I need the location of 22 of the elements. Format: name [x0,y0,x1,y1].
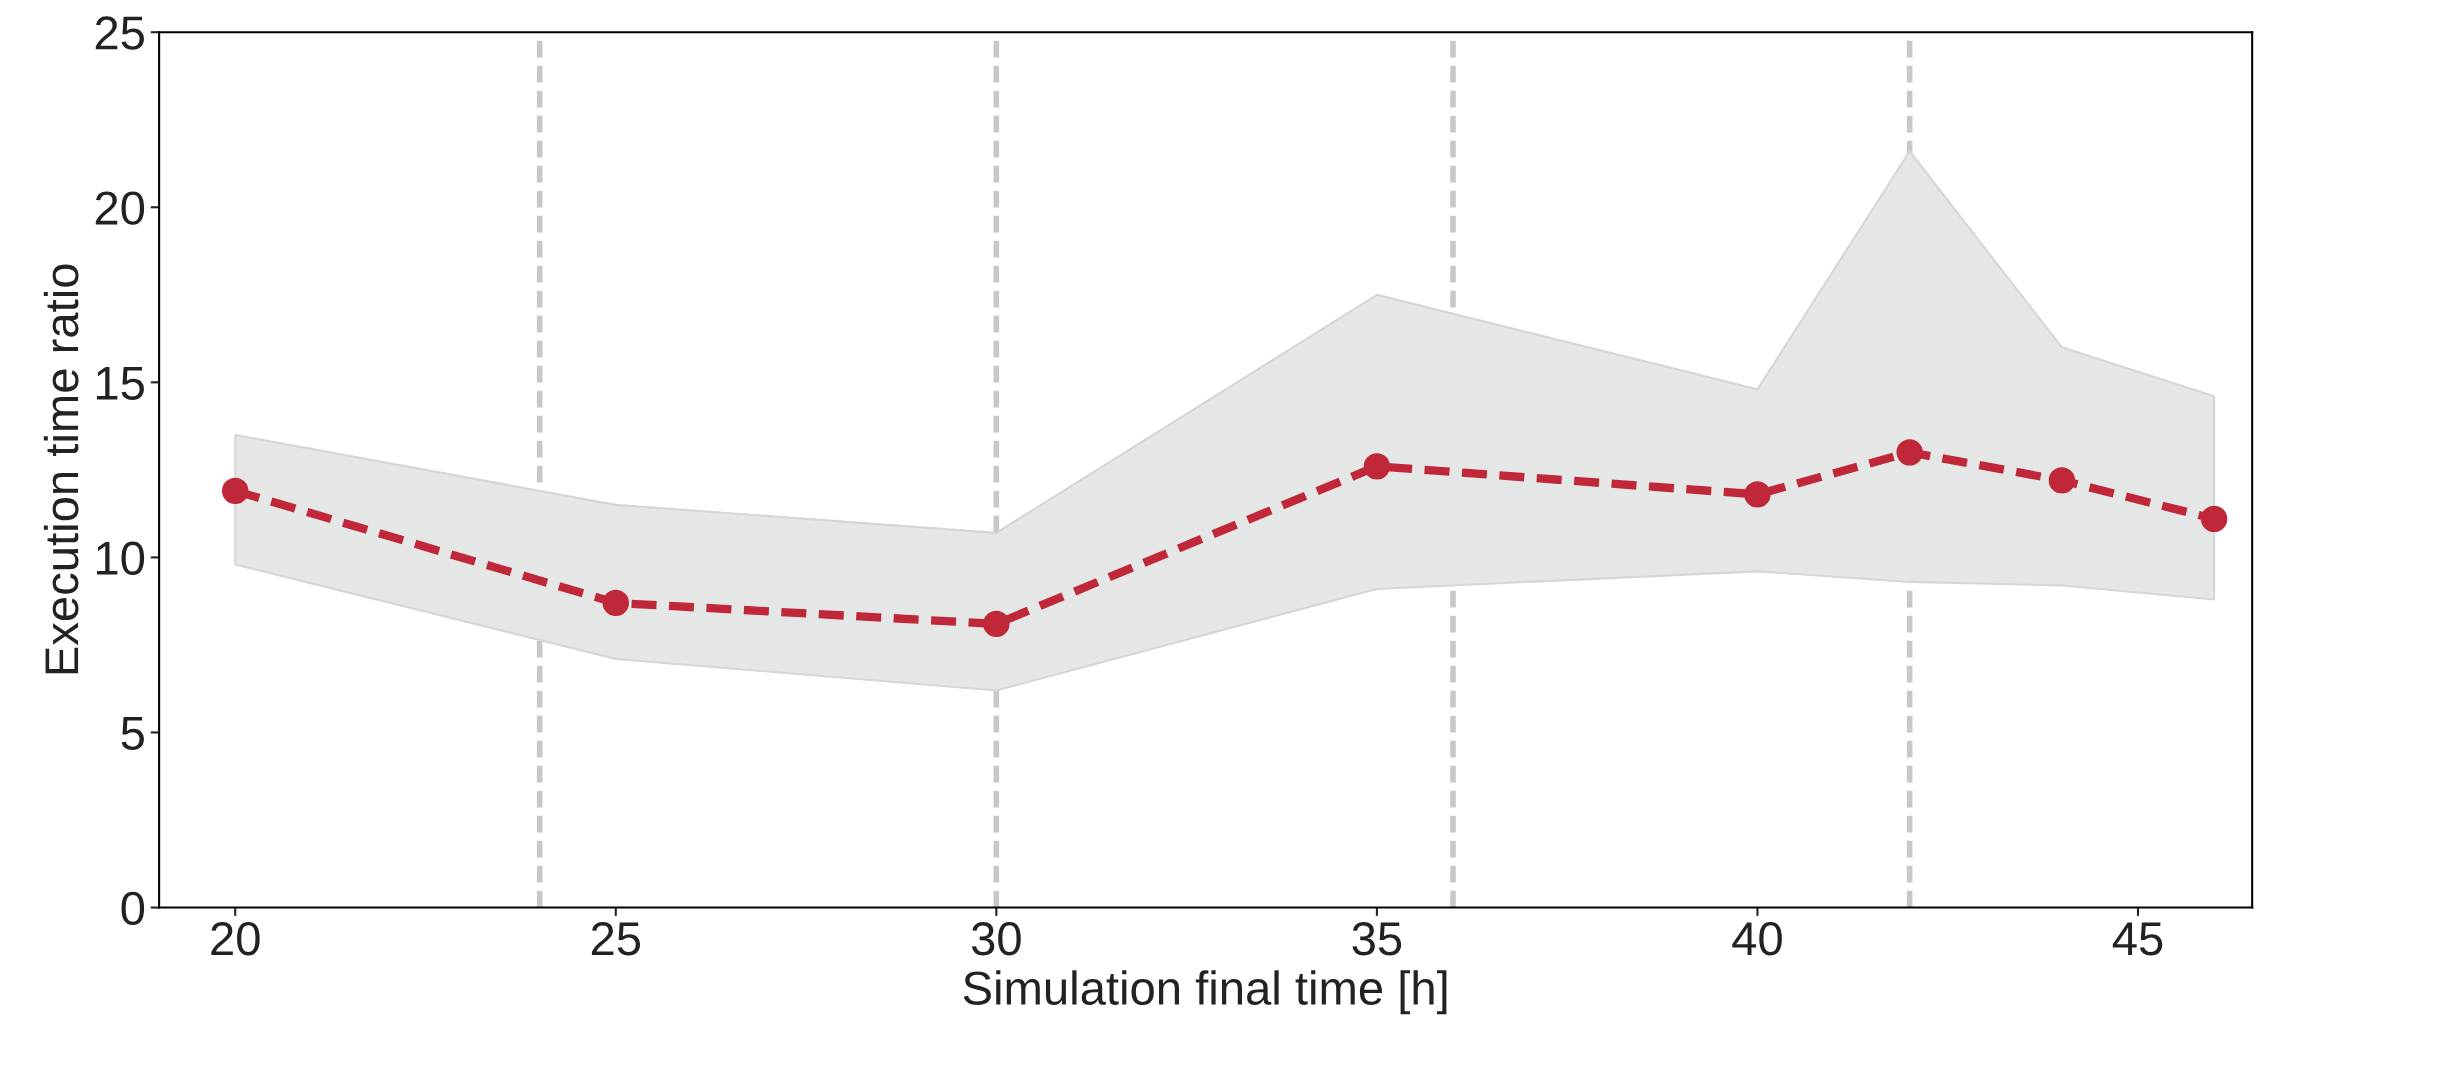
x-tick-label: 45 [2112,922,2163,956]
x-tick-label: 40 [1732,921,1782,956]
x-tick-label: 35 [1352,921,1402,956]
y-tick-label: 5 [121,717,144,751]
x-tick-label: 20 [211,921,260,956]
point [222,477,249,505]
point [983,610,1010,638]
point [2200,505,2228,533]
point [2048,467,2076,494]
point [1363,453,1391,480]
x-axis-title: Simulation final time [h] [963,970,1447,1015]
y-tick-label: 10 [97,541,145,575]
y-tick-label: 0 [121,891,145,926]
point [1896,439,1923,466]
point [1744,481,1771,508]
y-tick-label: 20 [95,191,145,225]
x-tick-label: 25 [591,921,641,956]
y-axis-title: Execution time ratio [43,264,79,674]
y-tick-label: 15 [97,366,144,400]
y-tick-label: 25 [95,16,144,50]
point [602,589,629,617]
x-tick-label: 30 [971,921,1021,956]
